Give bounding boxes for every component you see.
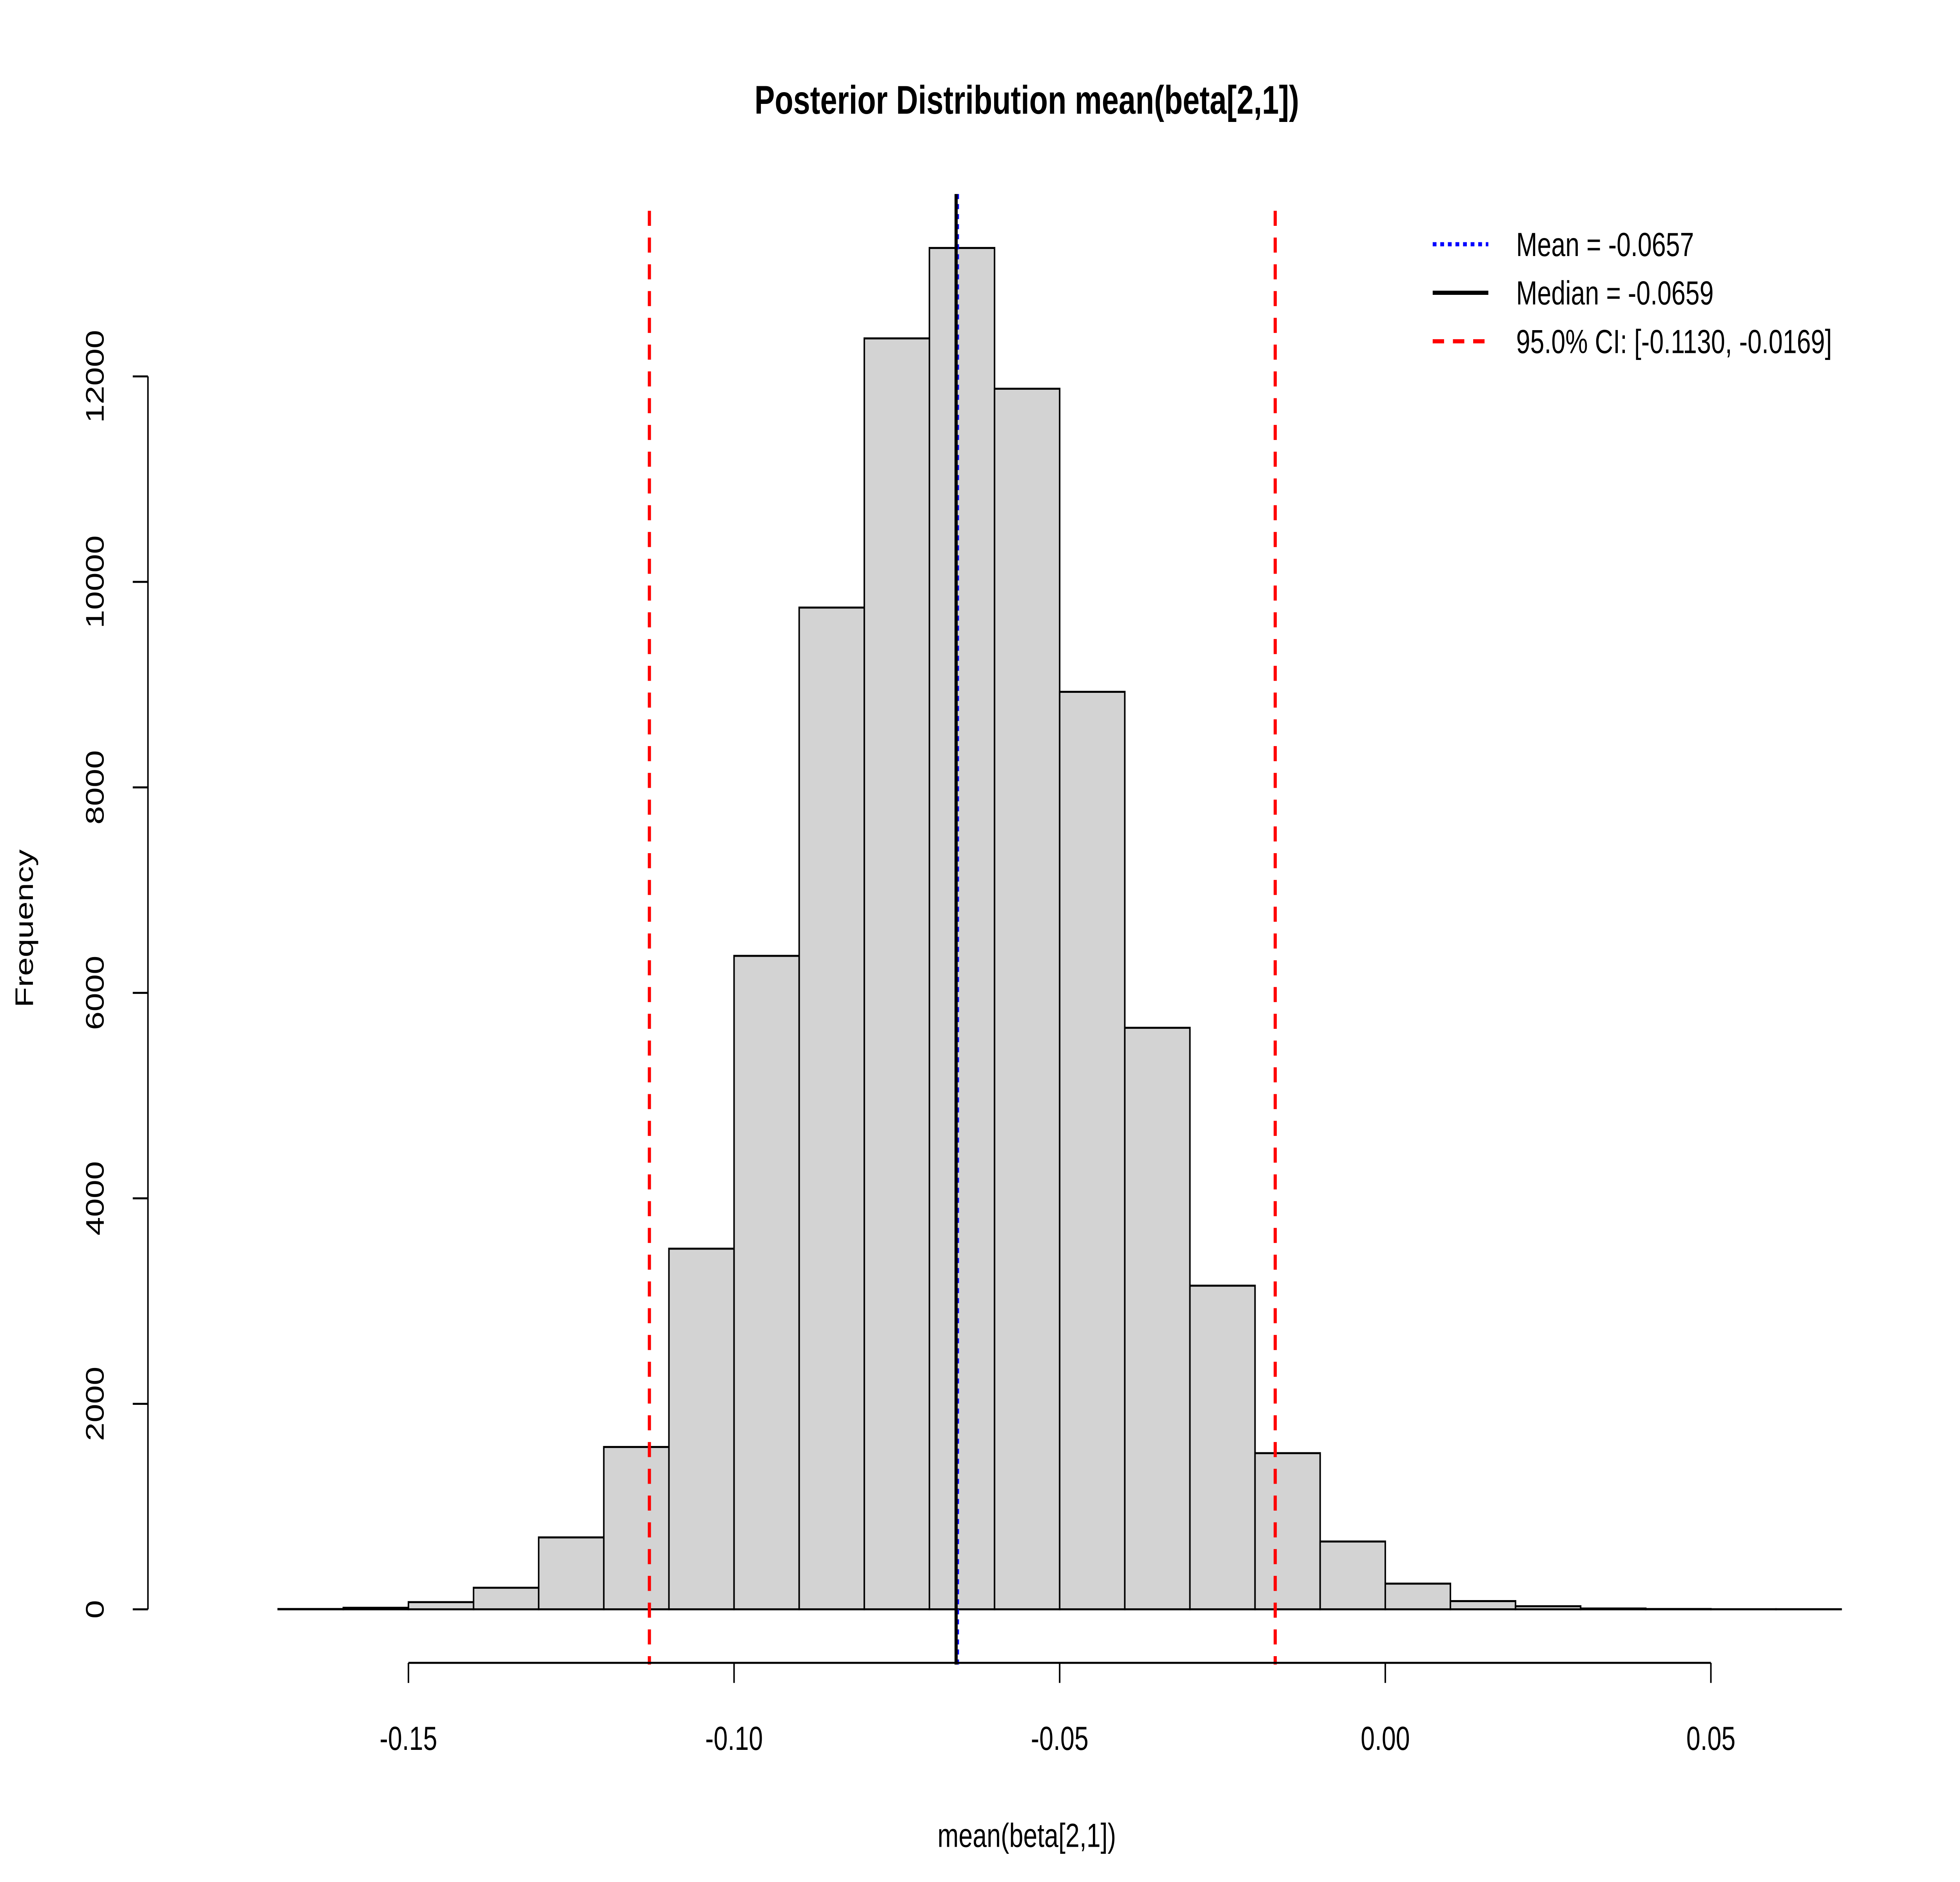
x-tick-label: -0.05 [1031,1720,1089,1757]
legend: Mean = -0.0657 Median = -0.0659 95.0% CI: … [1432,226,1832,361]
histogram-bar [1189,1284,1256,1611]
histogram-bar [863,337,930,1611]
histogram-bar [668,1248,735,1611]
histogram-bar [1450,1600,1517,1611]
histogram-bar [1254,1452,1321,1611]
y-tick-label: 8000 [81,750,109,825]
x-axis-label: mean(beta[2,1]) [938,1817,1116,1855]
histogram-bar [798,607,865,1611]
histogram-bar [342,1607,409,1611]
histogram-bar [1384,1582,1451,1611]
histogram-bar [1319,1540,1386,1611]
y-axis: 0 2000 4000 6000 8000 10000 12000 [81,330,149,1619]
y-tick-label: 12000 [81,330,109,423]
reference-lines [648,194,1277,1665]
y-tick-label: 4000 [81,1161,109,1235]
histogram-bar [603,1446,670,1611]
histogram-bar [929,247,996,1611]
x-axis: -0.15 -0.10 -0.05 0.00 0.05 [379,1662,1736,1757]
x-tick-label: 0.05 [1686,1720,1736,1757]
histogram-bar [994,387,1061,1611]
histogram-bar [1124,1026,1191,1611]
histogram-bar [277,1608,344,1611]
y-tick-label: 6000 [81,956,109,1030]
histogram-bar [1645,1608,1712,1611]
y-tick-label: 2000 [81,1367,109,1441]
bars [277,247,1842,1611]
x-tick-label: 0.00 [1361,1720,1410,1757]
histogram-bar [733,955,800,1611]
histogram-bar [473,1586,540,1611]
legend-label: 95.0% CI: [-0.1130, -0.0169] [1516,323,1832,361]
legend-label: Mean = -0.0657 [1516,226,1694,263]
histogram-bar [1580,1607,1647,1611]
y-tick-label: 0 [81,1600,109,1619]
x-tick-label: -0.15 [379,1720,437,1757]
chart-title: Posterior Distribution mean(beta[2,1]) [755,78,1299,123]
y-tick-label: 10000 [81,535,109,628]
histogram-bar [408,1601,474,1611]
legend-label: Median = -0.0659 [1516,275,1714,312]
histogram-bar [1515,1605,1582,1611]
x-tick-label: -0.10 [705,1720,763,1757]
y-axis-label: Frequency [11,849,39,1007]
histogram-bar [1059,690,1126,1611]
histogram-bar [538,1536,605,1611]
